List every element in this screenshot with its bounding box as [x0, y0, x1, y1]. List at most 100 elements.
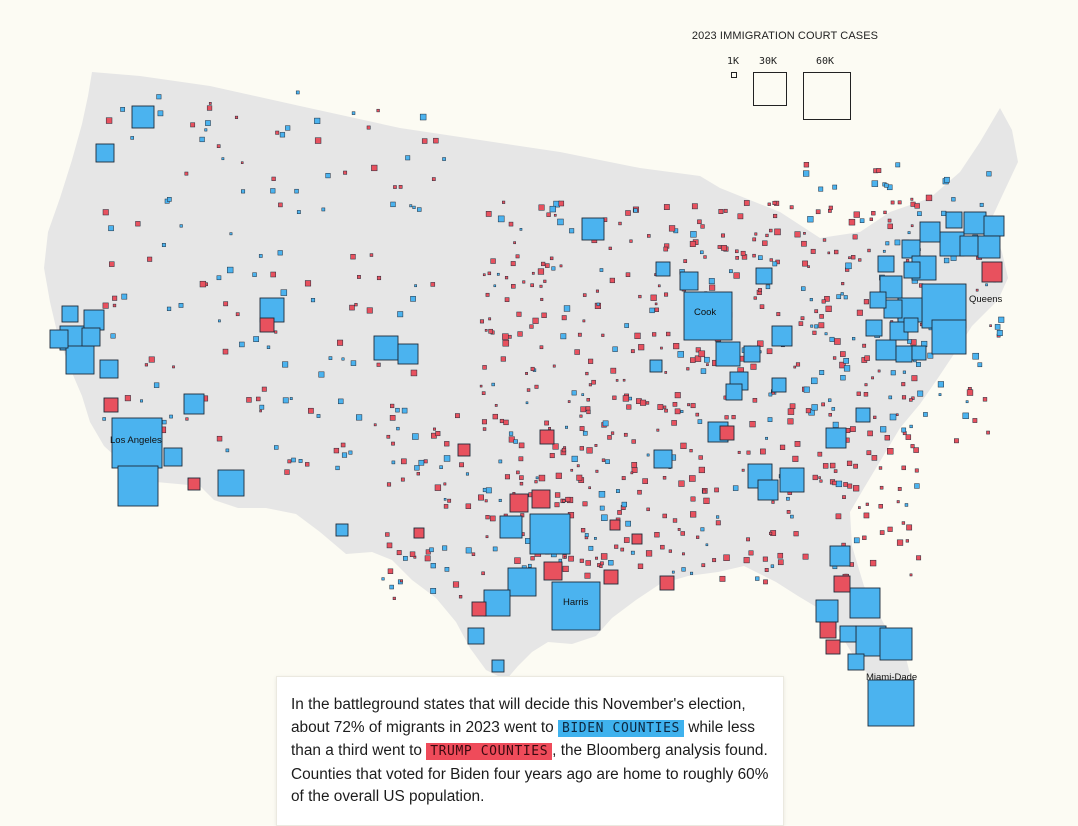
trump-county-square	[863, 512, 870, 519]
trump-county-square	[975, 288, 979, 292]
trump-county-square	[914, 203, 920, 209]
trump-county-square	[896, 500, 900, 504]
trump-county-square	[821, 299, 826, 304]
biden-county-square	[282, 397, 289, 404]
trump-county-square	[112, 303, 117, 308]
trump-county-square	[576, 474, 583, 481]
trump-county-square	[852, 234, 858, 240]
biden-county-square	[163, 447, 183, 467]
trump-county-square	[532, 317, 539, 324]
trump-county-square	[698, 455, 703, 460]
biden-county-square	[221, 157, 225, 161]
trump-county-square	[398, 185, 403, 189]
trump-county-square	[371, 164, 378, 172]
trump-county-square	[484, 329, 488, 332]
biden-county-square	[877, 255, 895, 273]
trump-county-square	[537, 268, 545, 275]
trump-county-square	[530, 366, 535, 371]
biden-county-square	[616, 489, 620, 493]
trump-county-square	[172, 365, 175, 369]
biden-county-square	[811, 404, 818, 411]
biden-county-square	[429, 547, 434, 553]
trump-county-square	[673, 343, 680, 350]
trump-county-square	[896, 413, 899, 416]
trump-county-square	[914, 468, 919, 473]
trump-county-square	[574, 349, 580, 355]
biden-county-square	[95, 143, 115, 163]
trump-county-square	[901, 382, 906, 387]
biden-county-square	[732, 485, 739, 491]
trump-county-square	[350, 254, 356, 260]
trump-county-square	[588, 486, 591, 490]
biden-county-square	[442, 157, 446, 161]
trump-county-square	[223, 301, 229, 307]
trump-county-square	[586, 447, 593, 454]
biden-county-square	[977, 235, 1001, 259]
trump-county-square	[822, 463, 829, 469]
trump-county-square	[539, 345, 544, 350]
trump-county-square	[652, 332, 657, 337]
trump-county-square	[709, 284, 716, 291]
biden-county-square	[888, 395, 893, 400]
trump-county-square	[504, 474, 510, 480]
trump-county-square	[668, 549, 672, 553]
biden-county-square	[835, 480, 843, 488]
biden-county-square	[130, 136, 134, 140]
trump-county-square	[637, 489, 642, 495]
biden-county-square	[528, 563, 532, 568]
biden-county-square	[630, 550, 635, 555]
trump-county-square	[576, 464, 580, 468]
biden-county-square	[962, 412, 969, 419]
trump-county-square	[631, 533, 643, 545]
trump-county-square	[989, 324, 992, 327]
biden-county-square	[117, 465, 159, 507]
trump-county-square	[905, 539, 909, 543]
biden-county-square	[715, 341, 741, 367]
trump-county-square	[905, 434, 912, 440]
trump-county-square	[842, 495, 846, 499]
trump-county-square	[579, 558, 584, 563]
trump-county-square	[723, 554, 730, 561]
trump-county-square	[972, 418, 978, 423]
biden-county-square	[81, 327, 101, 347]
trump-county-square	[543, 561, 563, 581]
trump-county-square	[749, 421, 756, 428]
biden-county-square	[258, 254, 263, 258]
trump-county-square	[829, 462, 836, 469]
biden-county-square	[285, 125, 291, 131]
trump-county-square	[866, 450, 872, 456]
biden-county-square	[291, 457, 296, 463]
biden-county-square	[839, 625, 857, 643]
biden-county-square	[938, 393, 942, 396]
biden-county-square	[979, 202, 984, 207]
trump-county-square	[743, 200, 750, 206]
trump-county-square	[753, 296, 757, 300]
trump-county-square	[517, 331, 523, 337]
trump-county-square	[832, 356, 837, 360]
trump-county-square	[433, 427, 436, 431]
trump-county-square	[261, 386, 267, 392]
trump-county-square	[465, 503, 472, 509]
trump-county-square	[916, 555, 922, 561]
trump-county-square	[803, 162, 810, 168]
biden-county-square	[403, 556, 408, 561]
biden-county-square	[655, 261, 671, 277]
trump-county-square	[488, 317, 492, 321]
biden-county-square	[847, 653, 865, 671]
trump-county-square	[103, 397, 119, 413]
trump-county-square	[561, 447, 567, 453]
biden-county-square	[895, 345, 913, 363]
trump-county-square	[660, 544, 665, 550]
trump-county-square	[235, 312, 240, 317]
biden-county-square	[890, 370, 896, 376]
trump-county-square	[343, 170, 348, 175]
biden-county-square	[825, 427, 847, 449]
trump-county-square	[421, 138, 428, 144]
trump-county-square	[798, 321, 804, 326]
trump-county-square	[541, 261, 546, 267]
trump-county-square	[769, 258, 773, 262]
trump-county-square	[478, 494, 484, 501]
biden-county-square	[295, 90, 300, 95]
biden-county-square	[491, 382, 495, 387]
